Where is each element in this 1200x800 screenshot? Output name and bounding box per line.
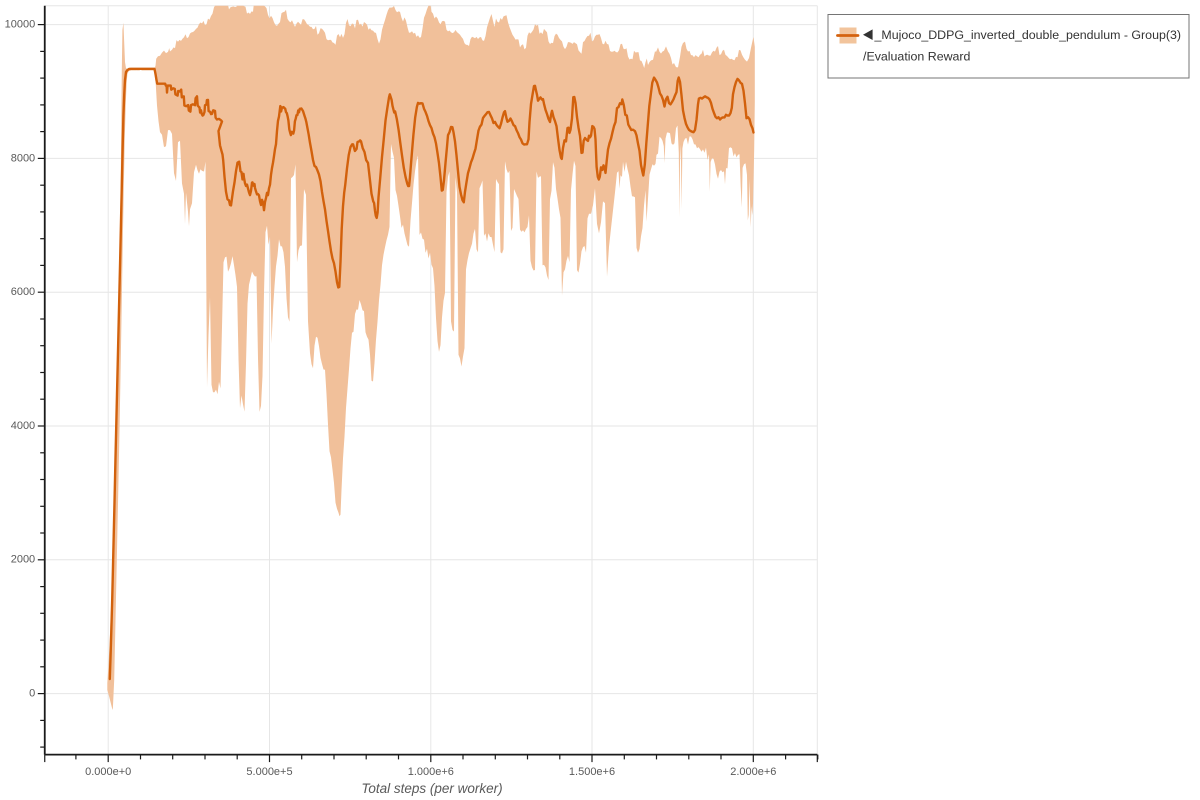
svg-text:6000: 6000	[11, 286, 35, 298]
svg-text:4000: 4000	[11, 420, 35, 432]
svg-text:_Mujoco_DDPG_inverted_double_p: _Mujoco_DDPG_inverted_double_pendulum - …	[874, 28, 1182, 42]
svg-text:2000: 2000	[11, 554, 35, 566]
svg-text:1.500e+6: 1.500e+6	[569, 766, 615, 778]
svg-text:10000: 10000	[5, 19, 36, 31]
svg-text:2.000e+6: 2.000e+6	[730, 766, 776, 778]
svg-text:8000: 8000	[11, 152, 35, 164]
svg-text:1.000e+6: 1.000e+6	[408, 766, 454, 778]
svg-text:0: 0	[29, 688, 35, 700]
svg-text:5.000e+5: 5.000e+5	[246, 766, 292, 778]
svg-text:0.000e+0: 0.000e+0	[85, 766, 131, 778]
svg-text:Total steps (per worker): Total steps (per worker)	[361, 781, 502, 796]
svg-text:/Evaluation Reward: /Evaluation Reward	[863, 49, 971, 63]
